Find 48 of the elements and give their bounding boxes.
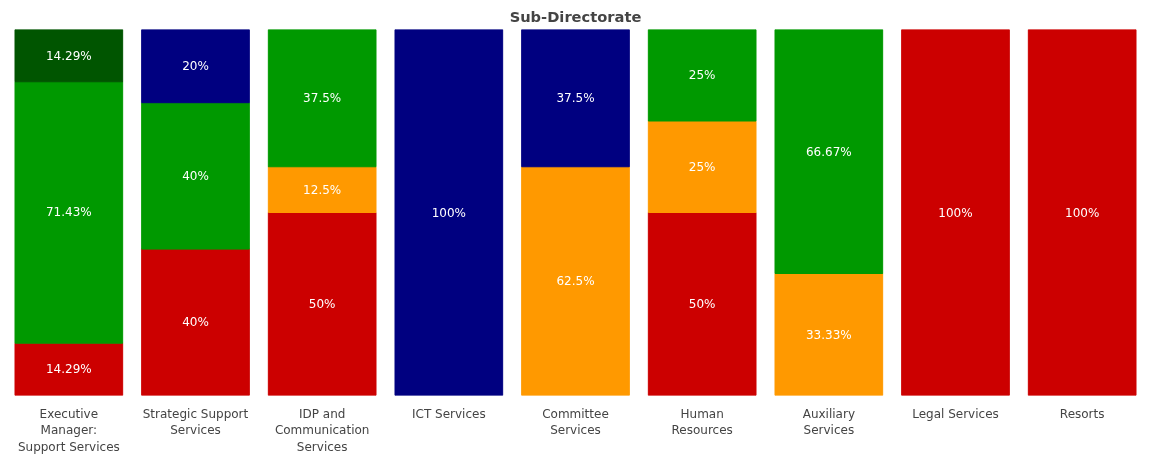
chart-title: Sub-Directorate [509,7,642,25]
data-label: 100% [938,205,973,220]
x-tick-label: Legal Services [912,406,999,421]
x-tick-label: Resorts [1059,406,1105,421]
bar [14,29,124,83]
bar [267,212,377,396]
data-label: 33.33% [805,327,852,342]
data-label: 25% [688,68,716,83]
bar [141,248,250,396]
data-label: 20% [182,59,209,74]
data-label: 71.43% [45,205,92,220]
x-tick-label: Strategic Support Services [142,406,249,438]
bar [14,81,124,344]
data-label: 37.5% [556,91,595,106]
bar [1027,29,1137,396]
bar [521,166,630,396]
bar [647,120,757,213]
data-label: 14.29% [45,362,92,377]
bar [141,102,250,250]
bar [394,29,504,396]
x-tick-label: Auxiliary Services [802,406,855,438]
data-label: 12.5% [303,182,342,197]
bar [647,212,757,396]
bar [267,166,377,213]
data-label: 100% [1065,205,1100,220]
data-label: 66.67% [805,144,852,159]
bar [901,29,1010,396]
data-label: 50% [688,297,716,311]
x-tick-label: ICT Services [412,406,486,421]
bar [141,29,250,104]
bar [521,29,630,168]
data-label: 40% [182,168,209,183]
x-tick-label: Committee Services [542,406,609,438]
data-label: 40% [182,315,209,330]
x-tick-label: Human Resources [671,406,733,438]
bar [774,29,884,275]
x-tick-label: IDP and Communication Services [274,406,370,455]
data-label: 25% [688,159,716,174]
data-label: 14.29% [45,48,92,63]
data-label: 50% [308,297,336,311]
bar [267,29,377,168]
data-label: 62.5% [556,274,595,289]
bar [647,29,757,122]
data-label: 100% [431,205,466,220]
data-label: 37.5% [303,91,342,106]
bar [14,342,124,396]
x-tick-label: Executive Manager: Support Services [17,406,120,455]
bar [774,273,884,396]
